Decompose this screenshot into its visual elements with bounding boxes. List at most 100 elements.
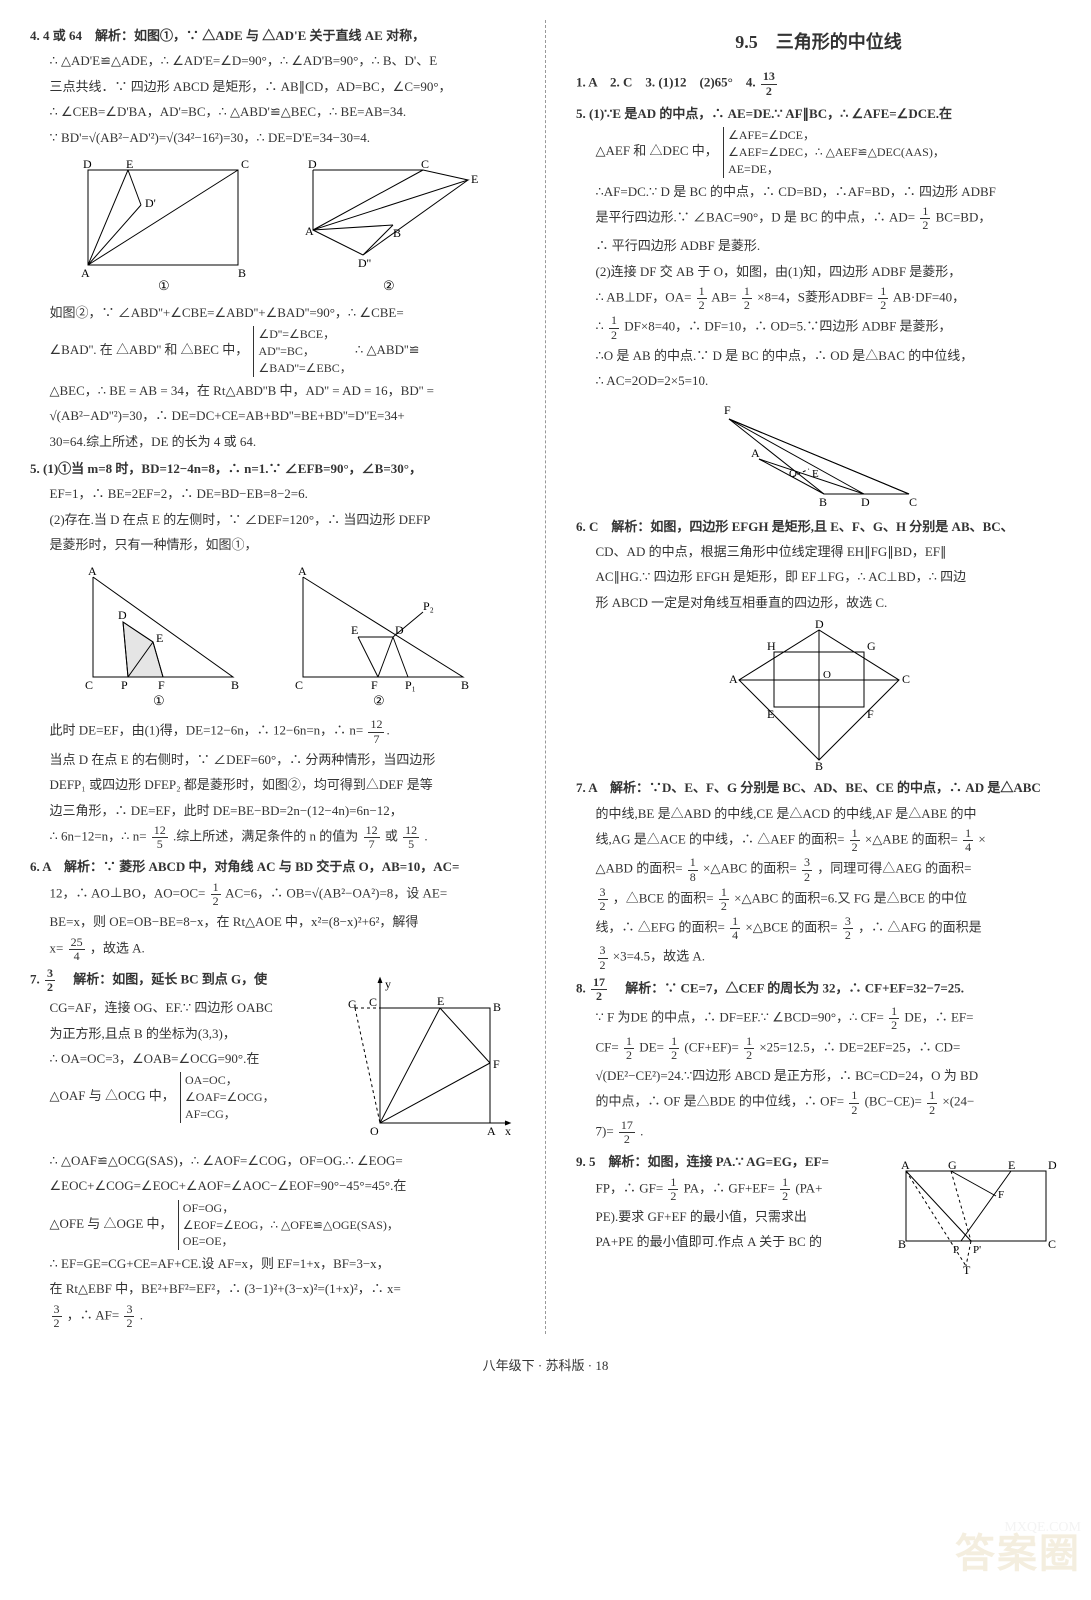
r-q5-l1: 5. (1)∵E 是AD 的中点，∴ AE=DE.∵ AF∥BC，∴ ∠AFE=…	[576, 102, 1061, 125]
svg-text:D': D'	[145, 196, 156, 210]
r-q9: A G E D F B P P' C T 9. 5 解析：如图，连接 PA.∵ …	[576, 1150, 1061, 1282]
r-q5-l9: ∴O 是 AB 的中点.∵ D 是 BC 的中点，∴ OD 是△BAC 的中位线…	[576, 344, 1061, 367]
r-q8-l5b: (BC−CE)=	[865, 1094, 922, 1109]
q4-l2: ∴ △AD'E≌△ADE，∴ ∠AD'E=∠D=90°，∴ ∠AD'B=90°，…	[30, 49, 515, 72]
svg-text:P': P'	[973, 1244, 981, 1256]
svg-text:B: B	[238, 266, 246, 280]
r-q5-brace: ∠AFE=∠DCE， ∠AEF=∠DEC，∴ △AEF≌△DEC(AAS)， A…	[723, 127, 945, 177]
rq8f3: 12	[669, 1035, 679, 1062]
q5-l6: 当点 D 在点 E 的右侧时，∵ ∠DEF=60°，∴ 分两种情形，当四边形	[30, 748, 515, 771]
q4: 4. 4 或 64 解析：如图①，∵ △ADE 与 △AD'E 关于直线 AE …	[30, 24, 515, 453]
frac-12-7b: 127	[364, 824, 380, 851]
q4-head: 4. 4 或 64 解析：如图①，∵ △ADE 与 △AD'E 关于直线 AE …	[30, 24, 515, 47]
svg-text:F: F	[724, 403, 731, 417]
svg-text:F: F	[158, 678, 165, 692]
q4-m6: 30=64.综上所述，DE 的长为 4 或 64.	[30, 430, 515, 453]
frac-12-5: 125	[152, 824, 168, 851]
svg-text:D: D	[118, 608, 127, 622]
svg-text:A: A	[81, 266, 90, 280]
q5-l5: 此时 DE=EF，由(1)得，DE=12−6n，∴ 12−6n=n，∴ n= 1…	[30, 718, 515, 745]
svg-text:C: C	[421, 157, 429, 171]
q6-l2a: 12，∴ AO⊥BO，AO=OC=	[50, 885, 206, 900]
r-q7-l6b: ×△BCE 的面积=	[745, 920, 837, 935]
rq7f8: 32	[843, 915, 853, 942]
frac-3-2b: 32	[52, 1303, 62, 1330]
q7-l11: 32 ，∴ AF= 32 .	[30, 1303, 515, 1330]
svg-text:E: E	[437, 994, 444, 1008]
frac-25-4: 254	[69, 936, 85, 963]
q4-m3: ∴ △ABD''≌	[355, 343, 420, 358]
r-q5-l3: ∴AF=DC.∵ D 是 BC 的中点，∴ CD=BD，∴AF=BD，∴ 四边形…	[576, 180, 1061, 203]
r-q7-l6a: 线，∴ △EFG 的面积=	[596, 920, 725, 935]
q7-l8: △OFE 与 △OGE 中， OF=OG， ∠EOF=∠EOG，∴ △OFE≌△…	[30, 1200, 515, 1250]
svg-text:y: y	[385, 977, 391, 991]
rq7f9: 32	[598, 944, 608, 971]
svg-text:A: A	[729, 672, 738, 686]
rq8f1: 12	[889, 1005, 899, 1032]
q7-l8t: △OFE 与 △OGE 中，	[50, 1216, 173, 1231]
q5-l9a: ∴ 6n−12=n，∴ n=	[50, 829, 147, 844]
svg-text:G: G	[867, 639, 876, 653]
r-q7-l3b: ×△ABE 的面积=	[865, 832, 958, 847]
rq7f1: 12	[850, 827, 860, 854]
r-q8-l5c: ×(24−	[942, 1094, 974, 1109]
svg-text:O: O	[789, 468, 797, 480]
svg-text:E: E	[351, 623, 358, 637]
r-q5-l7d: AB·DF=40，	[893, 290, 965, 305]
r-q6-l1: 6. C 解析：如图，四边形 EFGH 是矩形,且 E、F、G、H 分别是 AB…	[576, 515, 1061, 538]
rq7f5: 32	[598, 886, 608, 913]
watermark-url: MXQE.COM	[1004, 1515, 1081, 1540]
r-q8-l6a: 7)=	[596, 1123, 614, 1138]
svg-text:P₁: P₁	[405, 678, 416, 692]
b2b: ∠OAF=∠OCG，	[185, 1090, 275, 1104]
svg-text:A: A	[751, 446, 760, 460]
rq7f3: 18	[688, 856, 698, 883]
q5-l5t: 此时 DE=EF，由(1)得，DE=12−6n，∴ 12−6n=n，∴ n=	[50, 723, 364, 738]
svg-text:D: D	[395, 623, 404, 637]
r-q5-l7b: AB=	[711, 290, 736, 305]
svg-text:E: E	[156, 631, 163, 645]
r-q5: 5. (1)∵E 是AD 的中点，∴ AE=DE.∵ AF∥BC，∴ ∠AFE=…	[576, 102, 1061, 509]
rf5: 12	[609, 314, 619, 341]
svg-text:E: E	[767, 707, 774, 721]
b3a: OF=OG，	[183, 1201, 234, 1215]
frac-13-2: 132	[761, 70, 777, 97]
q7-l10: 在 Rt△EBF 中，BE²+BF²=EF²，∴ (3−1)²+(3−x)²=(…	[30, 1277, 515, 1300]
section-title: 9.5 三角形的中位线	[576, 26, 1061, 58]
rq9f2: 12	[780, 1176, 790, 1203]
r-q7-l7b: ×3=4.5，故选 A.	[613, 949, 705, 964]
svg-text:B: B	[493, 1000, 501, 1014]
q5: 5. (1)①当 m=8 时，BD=12−4n=8，∴ n=1.∵ ∠EFB=9…	[30, 457, 515, 851]
b3c: OE=OE，	[183, 1234, 234, 1248]
right-column: 9.5 三角形的中位线 1. A 2. C 3. (1)12 (2)65° 4.…	[576, 20, 1061, 1334]
svg-text:②: ②	[373, 693, 385, 708]
rb1c: AE=DE，	[728, 162, 779, 176]
rf1: 12	[920, 205, 930, 232]
rq7f4: 32	[802, 856, 812, 883]
r-q7-l5b: ，△BCE 的面积=	[613, 890, 714, 905]
svg-text:①: ①	[158, 278, 170, 293]
r-q9-l2b: PA，∴ GF+EF=	[684, 1180, 775, 1195]
q5-figures: A D E C P F B ①	[30, 562, 515, 712]
q4-m1: 如图②，∵ ∠ABD''+∠CBE=∠ABD''+∠BAD''=90°，∴ ∠C…	[30, 301, 515, 324]
q4-m4: △BEC，∴ BE = AB = 34，在 Rt△ABD''B 中，AD'' =…	[30, 379, 515, 402]
r-q8-l5a: 的中点，∴ OF 是△BDE 的中位线，∴ OF=	[596, 1094, 845, 1109]
svg-text:E: E	[126, 157, 133, 171]
q4-figures: D E C D' A B ①	[30, 155, 515, 295]
q6: 6. A 解析：∵ 菱形 ABCD 中，对角线 AC 与 BD 交于点 O，AB…	[30, 855, 515, 963]
r-q7-l5c: ×△ABC 的面积=6.又 FG 是△BCE 的中位	[734, 890, 967, 905]
page-root: 4. 4 或 64 解析：如图①，∵ △ADE 与 △AD'E 关于直线 AE …	[30, 20, 1061, 1334]
frac-3-2: 32	[45, 967, 55, 994]
q7-figure: y G E B C F O A x	[345, 973, 515, 1143]
rq7f2: 14	[963, 827, 973, 854]
r-q1-4: 1. A 2. C 3. (1)12 (2)65° 4. 132	[576, 70, 1061, 97]
svg-text:C: C	[241, 157, 249, 171]
svg-text:C: C	[295, 678, 303, 692]
rq8f7: 172	[619, 1119, 635, 1146]
r-q8-head: 8. 172 解析：∵ CE=7，△CEF 的周长为 32，∴ CF+EF=32…	[576, 976, 1061, 1003]
r-q7-l2: 的中线,BE 是△ABD 的中线,CE 是△ACD 的中线,AF 是△ABE 的…	[576, 802, 1061, 825]
r-q8-l2: ∵ F 为DE 的中点，∴ DF=EF.∵ ∠BCD=90°，∴ CF= 12 …	[576, 1005, 1061, 1032]
svg-text:D: D	[815, 620, 824, 631]
svg-text:P: P	[953, 1244, 959, 1256]
r-q8-h2: 解析：∵ CE=7，△CEF 的周长为 32，∴ CF+EF=32−7=25.	[612, 981, 964, 996]
